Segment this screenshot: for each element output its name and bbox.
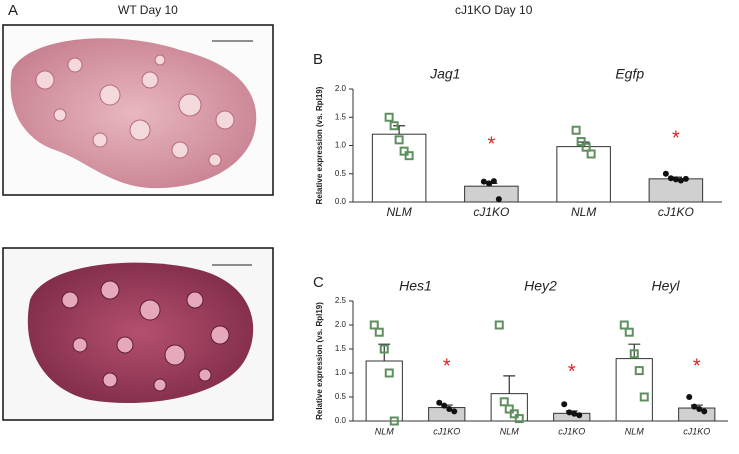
x-tick-label: cJ1KO [658, 205, 694, 219]
x-tick-label: cJ1KO [558, 426, 585, 436]
data-point [369, 320, 379, 330]
data-point [374, 327, 384, 337]
data-point [686, 394, 693, 400]
data-point [682, 175, 689, 182]
data-point [451, 408, 458, 415]
data-point [667, 175, 674, 182]
bar [464, 185, 519, 203]
bar [365, 360, 403, 422]
data-point [639, 392, 649, 402]
data-point [586, 149, 596, 159]
data-point [384, 368, 394, 378]
data-point [436, 399, 443, 406]
y-tick-label: 0.0 [335, 197, 347, 206]
gene-label: Hey2 [524, 278, 557, 294]
data-point [561, 401, 568, 408]
x-tick-label: NLM [625, 426, 645, 436]
gene-label: Jag1 [429, 66, 460, 82]
data-point [399, 146, 409, 156]
x-tick-label: cJ1KO [683, 426, 710, 436]
data-point [566, 409, 573, 416]
x-tick-label: NLM [500, 426, 520, 436]
x-tick-label: NLM [386, 205, 411, 219]
panel-label: C [313, 274, 324, 291]
data-point [571, 410, 578, 417]
data-point [576, 137, 586, 147]
data-point [509, 409, 519, 419]
data-point [394, 135, 404, 145]
bar [615, 358, 653, 422]
x-tick-label: NLM [571, 205, 596, 219]
error-bar [503, 375, 516, 394]
y-axis-label: Relative expression (vs. Rpl19) [315, 302, 324, 420]
y-tick-label: 1.0 [335, 141, 347, 150]
y-tick-label: 1.5 [335, 112, 347, 121]
histology-image-ko [2, 247, 274, 421]
data-point [494, 320, 504, 330]
significance-mark: * [672, 127, 680, 149]
gene-label: Heyl [651, 278, 680, 294]
x-tick-label: NLM [375, 426, 395, 436]
data-point [696, 406, 703, 412]
data-point [379, 344, 389, 354]
data-point [701, 408, 708, 415]
data-point [514, 414, 524, 424]
bar [371, 133, 427, 203]
y-tick-label: 1.5 [335, 344, 347, 353]
data-point [504, 404, 514, 414]
gene-label: Hes1 [399, 278, 432, 294]
data-point [662, 170, 669, 177]
y-tick-label: 2.5 [335, 296, 347, 305]
y-tick-label: 0.5 [335, 392, 347, 401]
bar [556, 146, 611, 203]
data-point [384, 112, 394, 122]
data-point [571, 125, 581, 135]
bar [490, 393, 528, 422]
data-point [499, 397, 509, 407]
x-tick-label: cJ1KO [473, 205, 509, 219]
data-point [576, 412, 583, 419]
y-tick-label: 2.0 [335, 320, 347, 329]
image-label: WT Day 10 [118, 3, 178, 17]
data-point [581, 142, 591, 152]
data-point [389, 416, 399, 426]
data-point [624, 327, 634, 337]
histology-image-wt [2, 24, 274, 196]
y-tick-label: 0.0 [335, 416, 347, 425]
data-point [480, 178, 487, 185]
y-tick-label: 1.0 [335, 368, 347, 377]
panel-label: A [8, 2, 18, 19]
data-point [490, 178, 497, 185]
data-point [629, 349, 639, 359]
image-label: cJ1KO Day 10 [455, 3, 533, 17]
y-tick-label: 2.0 [335, 84, 347, 93]
panel-label: B [313, 51, 323, 68]
error-bar [628, 343, 641, 359]
data-point [634, 366, 644, 376]
data-point [441, 402, 448, 409]
significance-mark: * [568, 361, 576, 383]
data-point [446, 406, 453, 412]
data-point [677, 177, 684, 184]
data-point [485, 180, 492, 187]
y-axis-label: Relative expression (vs. Rpl19) [315, 86, 324, 204]
data-point [619, 320, 629, 330]
data-point [389, 121, 399, 131]
significance-mark: * [443, 355, 451, 377]
significance-mark: * [487, 134, 495, 156]
error-bar [393, 125, 406, 135]
y-tick-label: 0.5 [335, 169, 347, 178]
data-point [495, 196, 502, 203]
gene-label: Egfp [615, 66, 644, 82]
x-tick-label: cJ1KO [433, 426, 460, 436]
data-point [691, 403, 698, 410]
data-point [404, 151, 414, 161]
data-point [672, 176, 679, 183]
significance-mark: * [693, 355, 701, 377]
